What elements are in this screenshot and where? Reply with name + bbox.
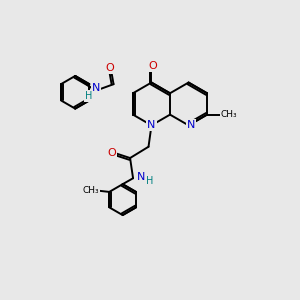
Text: H: H bbox=[85, 91, 93, 101]
Text: N: N bbox=[92, 83, 100, 93]
Text: N: N bbox=[137, 172, 146, 182]
Text: O: O bbox=[105, 63, 114, 73]
Text: O: O bbox=[148, 61, 157, 71]
Text: CH₃: CH₃ bbox=[220, 110, 237, 119]
Text: O: O bbox=[107, 148, 116, 158]
Text: H: H bbox=[146, 176, 153, 186]
Text: N: N bbox=[147, 120, 156, 130]
Text: N: N bbox=[187, 120, 195, 130]
Text: CH₃: CH₃ bbox=[82, 186, 99, 195]
